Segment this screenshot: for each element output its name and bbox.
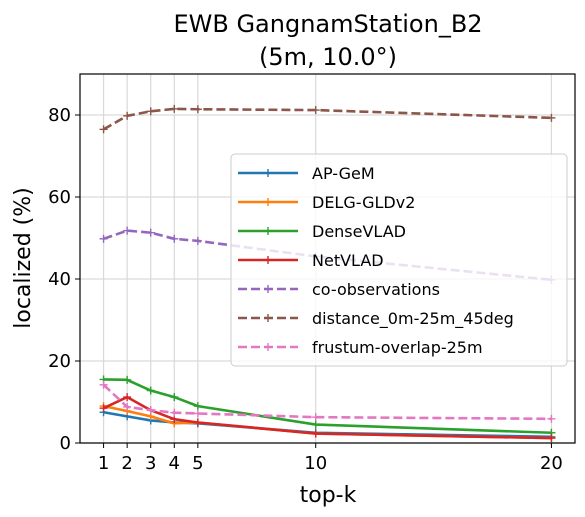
x-tick-label: 3 (145, 453, 156, 474)
series-5 (99, 104, 556, 134)
x-axis-label: top-k (300, 483, 357, 508)
legend-label: DenseVLAD (312, 222, 406, 241)
legend: AP-GeM DELG-GLDv2 DenseVLAD NetVLAD co-obser… (230, 153, 568, 367)
data-point (123, 375, 132, 384)
series-line (102, 107, 552, 131)
y-tick-label: 80 (48, 105, 71, 126)
series-line (102, 383, 552, 421)
x-tick-label: 4 (169, 453, 180, 474)
data-point (146, 406, 155, 415)
legend-box (230, 153, 568, 367)
legend-label: AP-GeM (312, 164, 375, 183)
data-point (193, 402, 202, 411)
data-point (99, 404, 108, 413)
data-point (547, 434, 556, 443)
x-tick-label: 1 (98, 453, 109, 474)
data-point (99, 125, 108, 134)
data-point (99, 380, 108, 389)
data-point (170, 234, 179, 243)
data-point (193, 105, 202, 114)
series-2 (99, 375, 556, 437)
plot-frame (79, 73, 576, 444)
data-point (170, 104, 179, 113)
data-point (311, 429, 320, 438)
data-point (146, 386, 155, 395)
legend-label: frustum-overlap-25m (312, 338, 483, 357)
y-axis-label: localized (%) (11, 187, 36, 329)
legend-item: NetVLAD (238, 251, 384, 270)
legend-label: DELG-GLDv2 (312, 193, 415, 212)
legend-item: DELG-GLDv2 (238, 193, 415, 212)
x-tick-label: 10 (304, 453, 327, 474)
x-tick-label: 5 (192, 453, 203, 474)
y-tick-label: 20 (48, 351, 71, 372)
legend-label: NetVLAD (312, 251, 384, 270)
legend-item: frustum-overlap-25m (238, 338, 483, 357)
y-tick-label: 0 (60, 433, 71, 454)
series-6 (99, 380, 556, 423)
y-tick-label: 60 (48, 187, 71, 208)
data-point (123, 226, 132, 235)
legend-item: DenseVLAD (238, 222, 406, 241)
chart-title: EWB GangnamStation_B2 (173, 10, 482, 38)
data-point (311, 106, 320, 115)
x-tick-label: 20 (540, 453, 563, 474)
series-3 (99, 393, 556, 443)
data-point (311, 420, 320, 429)
y-tick-label: 40 (48, 269, 71, 290)
data-point (193, 236, 202, 245)
legend-item: distance_0m-25m_45deg (238, 309, 514, 329)
data-point (170, 408, 179, 417)
legend-label: distance_0m-25m_45deg (312, 309, 514, 329)
legend-label: co-observations (312, 280, 440, 299)
data-point (146, 107, 155, 116)
data-point (146, 228, 155, 237)
data-point (193, 418, 202, 427)
data-point (547, 113, 556, 122)
data-point (123, 111, 132, 120)
legend-item: AP-GeM (238, 164, 375, 183)
data-point (193, 409, 202, 418)
data-point (170, 393, 179, 402)
data-point (547, 414, 556, 423)
x-tick-label: 2 (121, 453, 132, 474)
data-point (123, 402, 132, 411)
chart-subtitle: (5m, 10.0°) (259, 43, 397, 71)
legend-item: co-observations (238, 280, 440, 299)
data-point (123, 393, 132, 402)
series-line (103, 378, 552, 435)
ticks: 1 2 3 4 5 10 20 0 20 40 60 80 (48, 105, 563, 474)
data-point (311, 413, 320, 422)
data-point (99, 234, 108, 243)
